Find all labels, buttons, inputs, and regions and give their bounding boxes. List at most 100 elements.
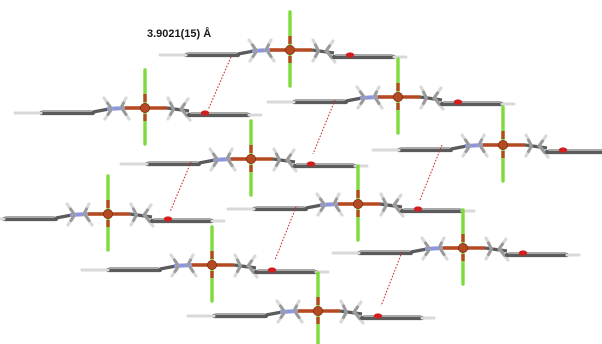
carbon-hydrogen-link [497,242,504,251]
molecule-3 [13,68,263,146]
molecule-7 [0,174,226,252]
carbon-hydrogen-link [173,258,180,267]
carbon-hydrogen-link [186,258,192,267]
carbon-hydrogen-link [142,208,149,217]
carbon-hydrogen-link [359,97,366,105]
molecule-8 [331,208,581,286]
metal-atom [392,92,403,103]
carbon-hydrogen-link [422,90,428,99]
carbon-hydrogen-link [382,204,388,212]
carbon-hydrogen-link [334,204,341,212]
carbon-hydrogen-link [324,44,331,53]
chain-bond-left [55,213,73,220]
carbon-hydrogen-link [499,249,506,257]
carbon-hydrogen-link [69,207,76,216]
carbon-hydrogen-link [132,207,138,216]
contact-line-3 [419,144,443,201]
carbon-hydrogen-link [294,311,301,319]
chain-bond-right [524,143,548,150]
oxygen-atom [200,110,210,116]
carbon-hydrogen-link [314,43,320,52]
carbon-hydrogen-link [275,159,281,167]
carbon-hydrogen-link [477,138,483,147]
chain-bond-right [272,157,296,164]
oxygen-atom [163,216,173,222]
oxygen-atom [518,250,528,256]
metal-atom [206,259,217,270]
carbon-hydrogen-link [121,108,128,116]
carbon-hydrogen-link [539,146,546,154]
oxygen-atom [345,52,355,58]
carbon-hydrogen-link [212,152,219,161]
molecule-9 [80,225,330,303]
contact-line-6 [380,251,403,307]
carbon-hydrogen-link [285,153,292,162]
carbon-hydrogen-link [246,259,253,268]
metal-atom [103,208,114,219]
carbon-hydrogen-link [188,265,195,273]
carbon-hydrogen-link [359,90,366,99]
carbon-hydrogen-link [264,43,270,52]
carbon-hydrogen-link [392,198,399,207]
chain-bond-left [92,107,110,114]
carbon-hydrogen-link [227,159,234,167]
carbon-hydrogen-link [225,152,231,161]
carbon-hydrogen-link [106,108,113,116]
oxygen-atom [373,313,383,319]
carbon-hydrogen-link [314,50,320,58]
carbon-hydrogen-link [537,139,544,148]
chain-bond-left [450,144,468,151]
chain-bond-left [265,310,283,317]
carbon-hydrogen-link [439,248,446,256]
carbon-hydrogen-link [169,108,175,116]
chain-bond-right [419,95,443,102]
carbon-hydrogen-link [424,248,431,256]
carbon-hydrogen-link [69,214,76,222]
chain-bond-right [484,246,508,253]
carbon-hydrogen-link [279,304,286,313]
carbon-hydrogen-link [132,214,138,222]
carbon-hydrogen-link [342,304,348,313]
carbon-hydrogen-link [106,101,113,110]
carbon-hydrogen-link [332,197,338,206]
carbon-hydrogen-link [169,101,175,110]
chain-bond-left [305,203,323,210]
metal-atom [312,305,323,316]
carbon-hydrogen-link [352,305,359,314]
contact-line-4 [169,161,192,213]
chain-bond-right [233,263,257,270]
oxygen-atom [413,206,423,212]
metal-atom [352,198,363,209]
molecule-2 [266,57,516,135]
carbon-hydrogen-link [326,51,333,59]
distance-label: 3.9021(15) Å [147,27,211,40]
carbon-hydrogen-link [354,312,361,320]
carbon-hydrogen-link [487,248,493,256]
metal-atom [139,103,150,114]
carbon-hydrogen-link [487,241,493,250]
carbon-hydrogen-link [527,145,533,153]
carbon-hydrogen-link [527,138,533,147]
molecule-1 [158,10,408,88]
carbon-hydrogen-link [236,265,242,273]
molecule-layer [0,10,602,344]
carbon-hydrogen-link [212,159,219,167]
carbon-hydrogen-link [382,197,388,206]
carbon-hydrogen-link [84,214,91,222]
oxygen-atom [558,147,568,153]
carbon-hydrogen-link [394,205,401,213]
carbon-hydrogen-link [424,241,431,250]
carbon-hydrogen-link [251,50,258,58]
carbon-hydrogen-link [342,311,348,319]
carbon-hydrogen-link [432,91,439,100]
molecule-5 [119,119,369,197]
carbon-hydrogen-link [434,98,441,106]
carbon-hydrogen-link [173,265,180,273]
metal-atom [284,45,295,56]
contact-line-1 [207,56,232,111]
carbon-hydrogen-link [248,266,255,274]
molecule-6 [226,164,476,242]
carbon-hydrogen-link [82,207,88,216]
carbon-hydrogen-link [287,160,294,168]
carbon-hydrogen-link [181,109,188,117]
